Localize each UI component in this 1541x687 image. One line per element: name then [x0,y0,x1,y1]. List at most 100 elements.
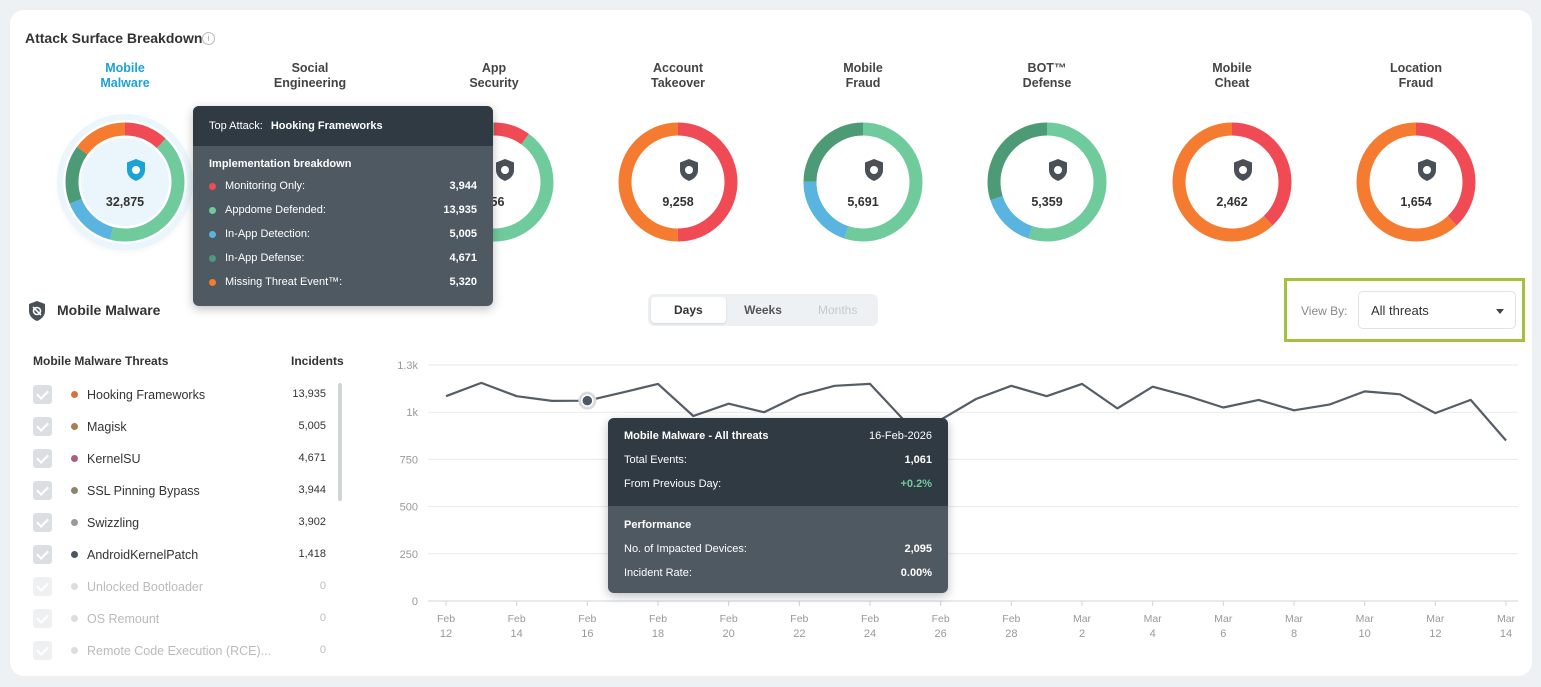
tooltip-date: 16-Feb-2026 [869,430,932,442]
x-tick-label: 6 [1220,628,1226,640]
category-tab-4[interactable]: Mobile Fraud [843,61,883,90]
threat-row[interactable]: SSL Pinning Bypass 3,944 [33,481,333,501]
threat-row[interactable]: Unlocked Bootloader 0 [33,577,333,597]
page-title: Attack Surface Breakdown [25,30,203,46]
y-tick-label: 750 [400,454,418,466]
tab-weeks[interactable]: Weeks [744,303,782,317]
threat-name: Swizzling [87,516,140,530]
threat-row[interactable]: KernelSU 4,671 [33,449,333,469]
x-tick-label: 20 [723,628,735,640]
x-tick-label: 28 [1005,628,1017,640]
category-donut-4[interactable]: 5,691 [801,120,925,244]
threat-row[interactable]: Magisk 5,005 [33,417,333,437]
category-tab-7[interactable]: Location Fraud [1389,61,1443,90]
x-tick-label: Mar [1214,613,1233,625]
tooltip-title: Mobile Malware - All threats [624,430,769,442]
category-tab-2[interactable]: App Security [469,61,519,90]
threat-count: 0 [319,612,326,624]
category-tab-6[interactable]: Mobile Cheat [1212,61,1252,90]
threat-row[interactable]: Remote Code Execution (RCE)... 0 [33,641,333,661]
x-tick-label: 14 [511,628,523,640]
performance-title: Performance [624,519,692,531]
threat-checkbox[interactable] [33,513,52,532]
threat-count: 3,902 [298,516,326,528]
threat-color-dot [71,615,78,622]
section-title: Mobile Malware [57,302,161,318]
threats-column-header: Mobile Malware Threats [33,354,169,368]
threats-scrollbar[interactable] [338,383,342,501]
x-tick-label: Feb [437,613,455,625]
category-donut-6[interactable]: 2,462 [1170,120,1294,244]
threat-checkbox[interactable] [33,545,52,564]
threat-checkbox[interactable] [33,449,52,468]
x-tick-label: 18 [652,628,664,640]
category-value: 9,258 [662,195,694,209]
threat-count: 4,671 [298,452,326,464]
breakdown-row: Appdome Defended: 13,935 [193,198,493,222]
legend-dot [209,278,216,286]
prev-day-label: From Previous Day: [624,478,722,490]
breakdown-value: 3,944 [449,180,477,192]
category-donut-0[interactable]: 32,875 [63,120,187,244]
x-tick-label: 10 [1359,628,1371,640]
threat-color-dot [71,487,78,494]
category-tab-3[interactable]: Account Takeover [651,61,705,90]
threat-count: 1,418 [298,548,326,560]
x-tick-label: Feb [932,613,950,625]
category-donut-3[interactable]: 9,258 [616,120,740,244]
category-value: 1,654 [1400,195,1432,209]
threat-name: Magisk [87,420,127,434]
x-tick-label: Feb [720,613,738,625]
x-tick-label: Feb [1002,613,1020,625]
threat-checkbox[interactable] [33,481,52,500]
breakdown-title: Implementation breakdown [209,158,352,170]
threat-count: 0 [319,644,326,656]
threat-row[interactable]: Swizzling 3,902 [33,513,333,533]
threat-color-dot [71,391,78,398]
legend-dot [209,182,216,190]
y-tick-label: 1.3k [397,360,418,372]
threat-row[interactable]: OS Remount 0 [33,609,333,629]
category-tab-5[interactable]: BOT™ Defense [1022,61,1072,90]
threat-checkbox[interactable] [33,385,52,404]
breakdown-label: Appdome Defended: [225,204,326,216]
threat-checkbox[interactable] [33,609,52,628]
x-tick-label: 2 [1079,628,1085,640]
category-tab-1[interactable]: Social Engineering [273,61,347,90]
category-donut-5[interactable]: 5,359 [985,120,1109,244]
x-tick-label: Feb [649,613,667,625]
events-line-chart: 0 250 500 750 1k 1.3k Feb 12 Feb 14 Feb 16 Feb 18 Feb 2… [397,360,1518,640]
y-tick-label: 0 [412,596,418,608]
incidents-column-header: Incidents [291,354,344,368]
breakdown-label: In-App Defense: [225,252,305,264]
threat-checkbox[interactable] [33,641,52,660]
breakdown-value: 13,935 [443,204,477,216]
threat-count: 3,944 [298,484,326,496]
incident-rate-value: 0.00% [900,567,932,579]
x-tick-label: Mar [1356,613,1375,625]
threat-row[interactable]: Hooking Frameworks 13,935 [33,385,333,405]
breakdown-value: 5,320 [449,276,477,288]
threat-color-dot [71,551,78,558]
info-icon[interactable]: i [202,32,215,45]
threat-name: Remote Code Execution (RCE)... [87,644,272,658]
view-by-select[interactable]: All threats [1358,291,1516,329]
breakdown-row: Monitoring Only: 3,944 [193,174,493,198]
threat-checkbox[interactable] [33,577,52,596]
top-attack-value: Hooking Frameworks [270,120,383,132]
category-tab-0[interactable]: Mobile Malware [100,61,150,90]
x-tick-label: Feb [578,613,596,625]
malware-shield-icon [27,300,47,327]
tab-days[interactable]: Days [651,297,726,323]
threat-row[interactable]: AndroidKernelPatch 1,418 [33,545,333,565]
threat-name: SSL Pinning Bypass [87,484,200,498]
tab-months[interactable]: Months [818,303,858,317]
threat-checkbox[interactable] [33,417,52,436]
category-value: 32,875 [105,195,145,209]
category-donut-7[interactable]: 1,654 [1354,120,1478,244]
breakdown-row: In-App Defense: 4,671 [193,246,493,270]
chevron-down-icon [1496,309,1504,314]
category-value: 5,359 [1031,195,1063,209]
view-by-label: View By: [1301,304,1348,318]
x-tick-label: 12 [440,628,452,640]
